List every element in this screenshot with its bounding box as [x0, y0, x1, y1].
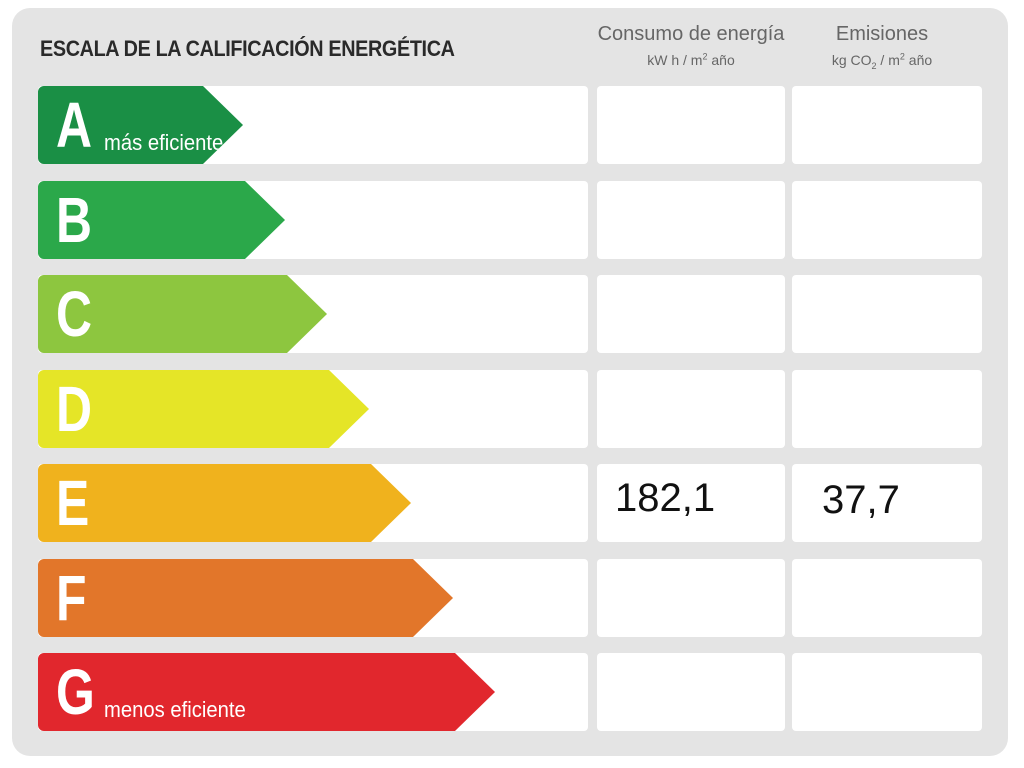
rating-label-g: menos eficiente [104, 697, 246, 722]
column-header-emisiones: Emisiones kg CO2 / m2 año [792, 22, 972, 71]
consumo-cell-c [597, 275, 785, 353]
emisiones-cell-e: 37,7 [792, 464, 982, 542]
rating-arrow-b: B [38, 181, 285, 259]
consumo-cell-a [597, 86, 785, 164]
consumo-cell-g [597, 653, 785, 731]
rating-letter-c: C [56, 278, 93, 350]
consumo-header-label: Consumo de energía [597, 23, 785, 45]
consumo-unit-label: kW h / m2 año [647, 51, 735, 68]
rating-letter-g: G [56, 656, 95, 728]
emisiones-cell-g [792, 653, 982, 731]
consumo-cell-e: 182,1 [597, 464, 785, 542]
rating-letter-f: F [56, 562, 87, 634]
consumo-value: 182,1 [615, 476, 716, 520]
emisiones-header-label: Emisiones [835, 23, 929, 45]
rating-letter-d: D [56, 373, 93, 445]
rating-letter-b: B [56, 184, 93, 256]
emisiones-cell-c [792, 275, 982, 353]
rating-arrow-c: C [38, 275, 327, 353]
consumo-cell-b [597, 181, 785, 259]
rating-letter-a: A [56, 89, 93, 161]
rating-letter-e: E [56, 467, 90, 539]
rating-arrow-e: E [38, 464, 411, 542]
emisiones-cell-f [792, 559, 982, 637]
rating-label-a: más eficiente [104, 130, 224, 155]
emisiones-value: 37,7 [822, 478, 900, 522]
scale-title: ESCALA DE LA CALIFICACIÓN ENERGÉTICA [40, 36, 455, 61]
emisiones-cell-d [792, 370, 982, 448]
consumo-cell-d [597, 370, 785, 448]
rating-arrow-f: F [38, 559, 453, 637]
consumo-cell-f [597, 559, 785, 637]
rating-arrow-d: D [38, 370, 369, 448]
emisiones-cell-a [792, 86, 982, 164]
column-header-consumo: Consumo de energía kW h / m2 año [597, 22, 785, 69]
emisiones-unit-label: kg CO2 / m2 año [831, 51, 933, 71]
emisiones-cell-b [792, 181, 982, 259]
